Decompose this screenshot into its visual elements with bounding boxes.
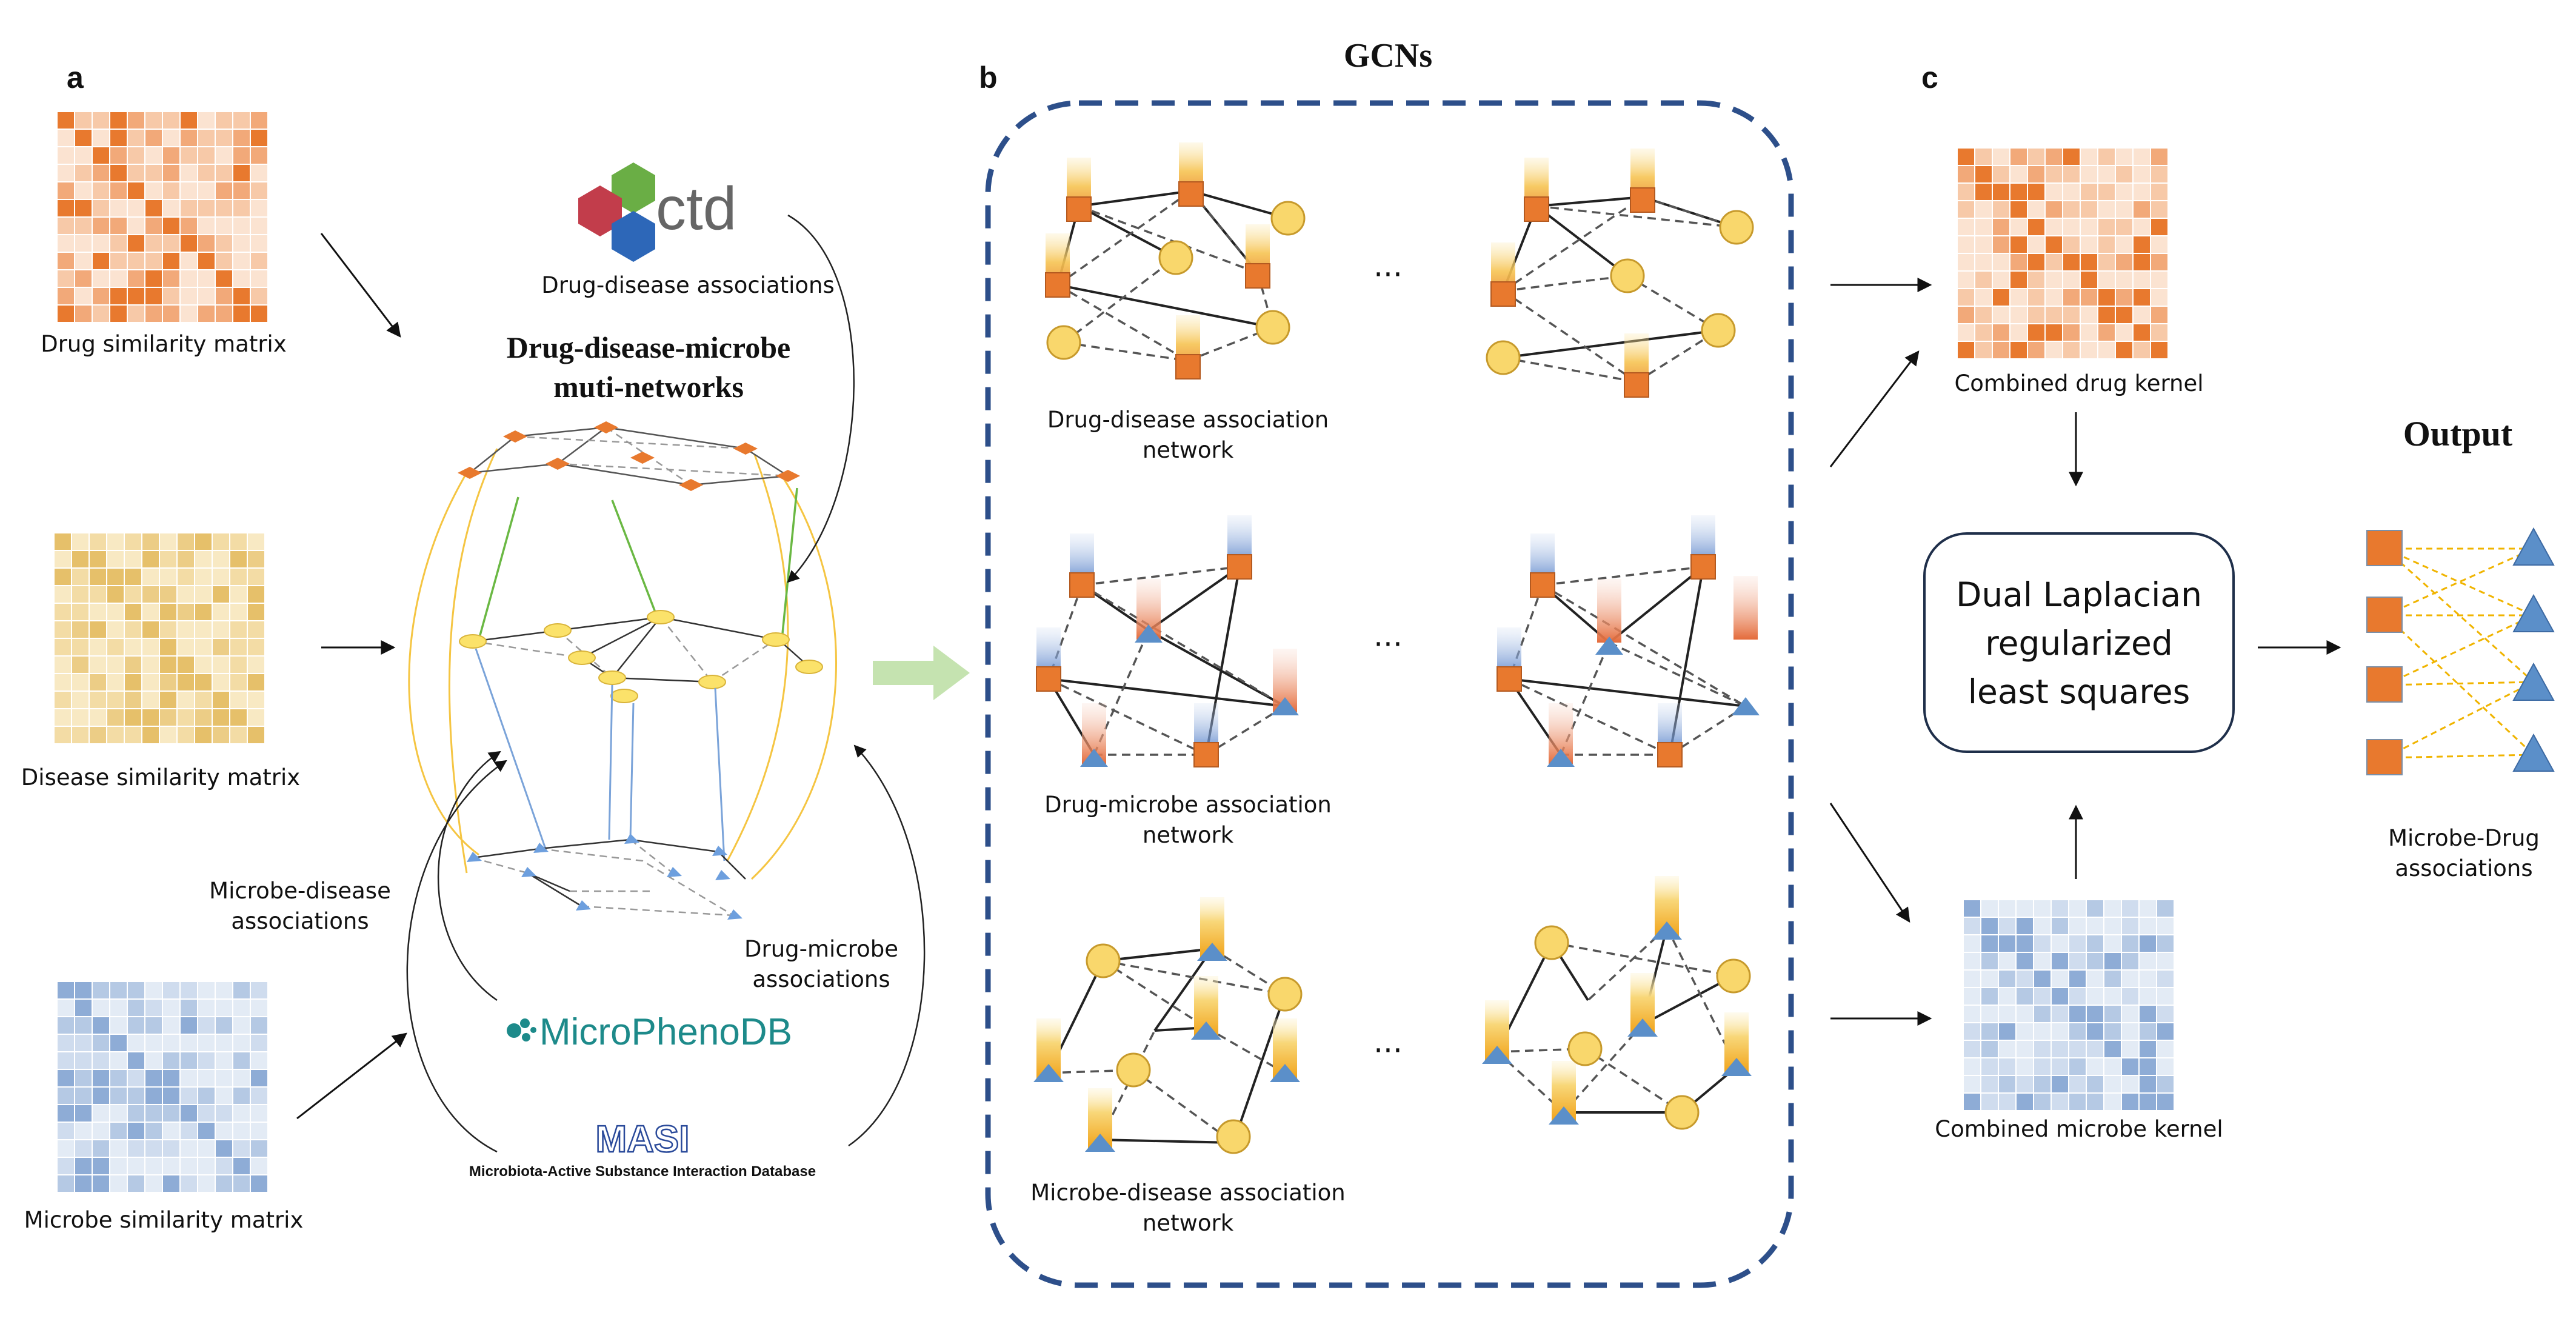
microbe-disease-network-label-line1: Microbe-disease association bbox=[1030, 1180, 1346, 1206]
drug-disease-network-2 bbox=[1486, 149, 1754, 398]
disease-similarity-matrix bbox=[55, 533, 264, 743]
drug-disease-network-label-line2: network bbox=[1143, 437, 1234, 463]
dlrls-method-box bbox=[1923, 532, 2235, 753]
method-line2: regularized bbox=[1985, 624, 2173, 663]
network-title-line1: Drug-disease-microbe bbox=[507, 330, 790, 364]
drug-disease-network-label-line1: Drug-disease association bbox=[1047, 407, 1329, 433]
gcn-container bbox=[985, 100, 1794, 1288]
output-microbe-node bbox=[2512, 733, 2555, 772]
microbe-disease-network-label-line2: network bbox=[1143, 1210, 1234, 1236]
microbe-layer bbox=[467, 834, 746, 920]
microbe-disease-label-line1: Microbe-disease bbox=[209, 878, 391, 904]
output-drug-node bbox=[2366, 530, 2403, 566]
masi-full-name: Microbiota-Active Substance Interaction … bbox=[469, 1163, 816, 1180]
microbe-disease-label-line2: associations bbox=[231, 908, 369, 934]
output-label-line1: Microbe-Drug bbox=[2388, 825, 2540, 851]
drug-microbe-label-line1: Drug-microbe bbox=[744, 936, 898, 962]
drug-disease-network-1 bbox=[1045, 142, 1306, 379]
arrow-gcn-to-microbe-kernel-1 bbox=[1829, 803, 1910, 923]
network-title-line2: muti-networks bbox=[553, 370, 744, 404]
output-label-line2: associations bbox=[2395, 855, 2532, 881]
combined-drug-kernel-matrix bbox=[1958, 149, 2167, 358]
drug-microbe-label-line2: associations bbox=[752, 966, 890, 992]
drug-microbe-network-label-line2: network bbox=[1143, 822, 1234, 848]
output-microbe-node bbox=[2512, 662, 2555, 701]
microphenodb-logo: MicroPhenoDB bbox=[507, 1011, 792, 1053]
ellipsis-row2: ··· bbox=[1373, 627, 1403, 662]
output-microbe-node bbox=[2512, 593, 2555, 632]
arrow-ctd-to-network bbox=[787, 214, 855, 583]
ctd-logo: ctd bbox=[578, 162, 736, 262]
output-drug-node bbox=[2366, 666, 2403, 703]
panel-b-letter: b bbox=[979, 61, 998, 95]
disease-matrix-label: Disease similarity matrix bbox=[21, 764, 300, 791]
drug-disease-assoc-label: Drug-disease associations bbox=[541, 272, 835, 298]
combined-microbe-kernel-label: Combined microbe kernel bbox=[1935, 1116, 2223, 1142]
arrow-masi-to-network-right bbox=[848, 744, 926, 1147]
arrow-gcn-to-drug-kernel-2 bbox=[1829, 350, 1920, 467]
panel-c-letter: c bbox=[1921, 61, 1938, 95]
arrow-microbe-to-network bbox=[296, 1032, 407, 1120]
microbe-disease-network-1 bbox=[1033, 897, 1303, 1154]
microphenodb-logo-text: MicroPhenoDB bbox=[539, 1011, 792, 1053]
microbe-similarity-matrix bbox=[58, 982, 267, 1192]
flow-arrow-a-to-b bbox=[873, 646, 970, 700]
method-line1: Dual Laplacian bbox=[1956, 575, 2202, 614]
drug-microbe-network-2 bbox=[1497, 515, 1760, 767]
drug-similarity-matrix bbox=[58, 112, 267, 322]
gcns-title: GCNs bbox=[1344, 37, 1432, 75]
ctd-logo-text: ctd bbox=[656, 175, 736, 242]
arrow-drug-to-network bbox=[320, 233, 401, 338]
drug-matrix-label: Drug similarity matrix bbox=[41, 331, 287, 357]
ellipsis-row1: ··· bbox=[1373, 257, 1403, 292]
arrow-masi-to-network-left bbox=[406, 760, 507, 1153]
disease-layer bbox=[459, 610, 823, 703]
output-bipartite-graph bbox=[2366, 527, 2555, 775]
panel-a-letter: a bbox=[67, 61, 84, 95]
drug-microbe-network-1 bbox=[1036, 515, 1299, 767]
drug-microbe-network-label-line1: Drug-microbe association bbox=[1044, 792, 1332, 818]
microbe-matrix-label: Microbe similarity matrix bbox=[24, 1207, 304, 1233]
microbe-disease-network-2 bbox=[1482, 876, 1752, 1130]
masi-logo-text: MASI bbox=[596, 1118, 690, 1160]
arrow-microphenodb-to-network bbox=[437, 751, 501, 1001]
combined-microbe-kernel-matrix bbox=[1964, 900, 2174, 1110]
multilayer-network bbox=[408, 421, 837, 920]
drug-layer bbox=[458, 421, 800, 491]
output-microbe-node bbox=[2512, 527, 2555, 566]
output-drug-node bbox=[2366, 739, 2403, 775]
output-title: Output bbox=[2403, 414, 2513, 453]
combined-drug-kernel-label: Combined drug kernel bbox=[1954, 370, 2203, 396]
method-line3: least squares bbox=[1968, 672, 2191, 711]
masi-logo: MASI bbox=[595, 1118, 690, 1162]
output-drug-node bbox=[2366, 597, 2403, 633]
ellipsis-row3: ··· bbox=[1373, 1033, 1403, 1068]
